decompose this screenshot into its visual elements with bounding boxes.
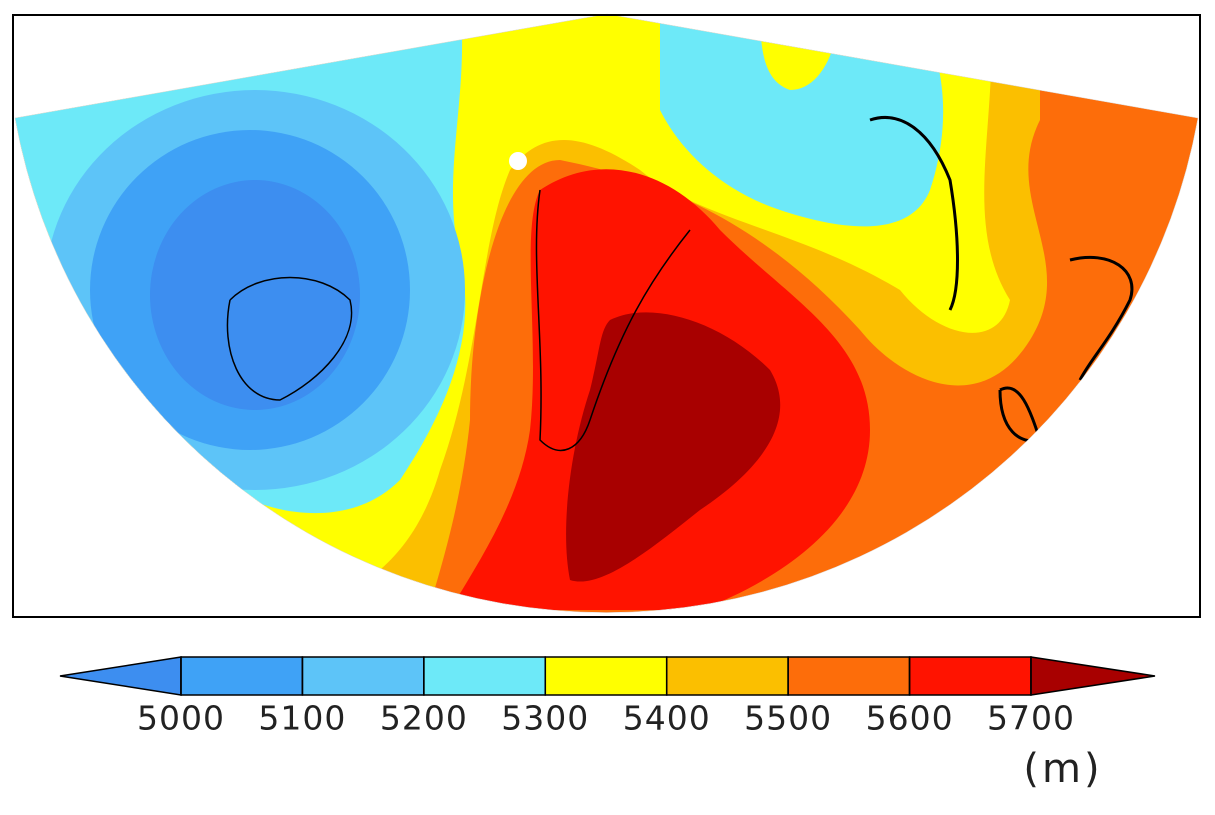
- contour-fill: [1000, 538, 1106, 613]
- unit-label: (m): [1023, 746, 1102, 792]
- colorbar-segment: [665, 656, 789, 696]
- colorbar-extend: [59, 656, 182, 696]
- colorbar-segment: [423, 656, 547, 696]
- colorbar-tick-label: 5200: [380, 699, 468, 738]
- colorbar-tick-label: 5100: [258, 699, 346, 738]
- colorbar-segment: [787, 656, 911, 696]
- colorbar-tick-label: 5400: [623, 699, 711, 738]
- contour-fill: [150, 180, 360, 410]
- colorbar-segment: [908, 656, 1032, 696]
- contour-fill: [566, 312, 781, 582]
- colorbar-segment: [544, 656, 668, 696]
- colorbar-tick-label: 5000: [137, 699, 225, 738]
- colorbar-segment: [180, 656, 304, 696]
- colorbar-tick-label: 5300: [501, 699, 589, 738]
- contour-map: [15, 14, 1198, 613]
- colorbar: 5000 5100 5200 5300 5400 5500 5600 5700: [59, 656, 1156, 738]
- colorbar-extend: [1030, 656, 1156, 696]
- colorbar-tick-label: 5600: [866, 699, 954, 738]
- colorbar-segment: [301, 656, 425, 696]
- colorbar-tick-label: 5700: [987, 699, 1075, 738]
- colorbar-tick-label: 5500: [744, 699, 832, 738]
- map-boundary: [14, 13, 1199, 613]
- marker-dot: [509, 152, 527, 170]
- coastlines: [226, 116, 1134, 451]
- map-frame: [12, 14, 1201, 618]
